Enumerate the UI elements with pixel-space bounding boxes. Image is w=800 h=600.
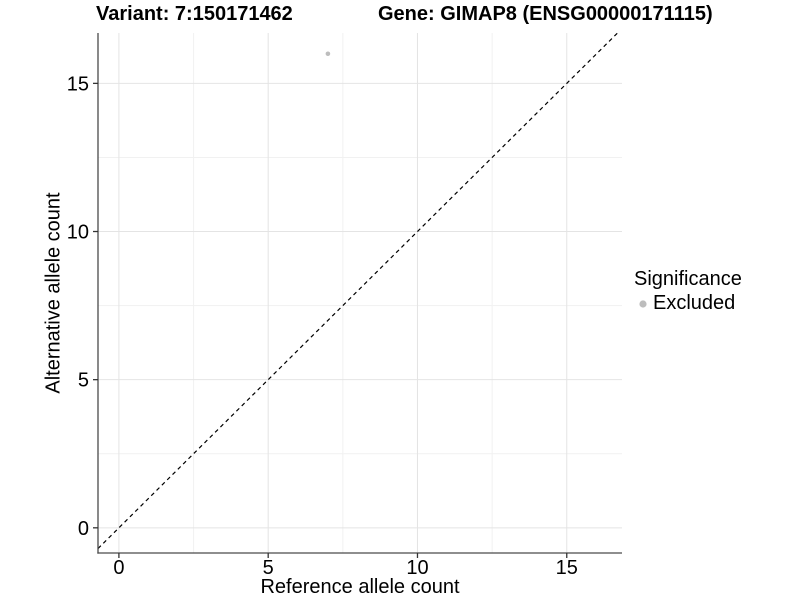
y-axis-title: Alternative allele count bbox=[42, 192, 65, 394]
legend-title: Significance bbox=[634, 268, 742, 290]
legend-item-excluded: Excluded bbox=[634, 292, 742, 315]
x-tick-label: 15 bbox=[556, 557, 578, 579]
y-tick-label: 5 bbox=[78, 370, 89, 392]
data-point bbox=[325, 51, 331, 57]
legend: Significance Excluded bbox=[634, 268, 742, 315]
x-axis-title: Reference allele count bbox=[260, 576, 460, 598]
x-tick-label: 10 bbox=[406, 557, 428, 579]
y-tick-label: 15 bbox=[67, 73, 89, 95]
legend-marker-icon bbox=[639, 299, 647, 308]
y-tick-label: 0 bbox=[78, 518, 89, 540]
y-tick-label: 10 bbox=[67, 222, 89, 244]
plot-title-gene: Gene: GIMAP8 (ENSG00000171115) bbox=[378, 3, 713, 25]
plot-title-variant: Variant: 7:150171462 bbox=[96, 3, 293, 25]
x-tick-label: 5 bbox=[263, 557, 274, 579]
legend-item-label: Excluded bbox=[653, 292, 736, 314]
identity-line bbox=[97, 32, 618, 549]
x-tick-label: 0 bbox=[113, 557, 124, 579]
